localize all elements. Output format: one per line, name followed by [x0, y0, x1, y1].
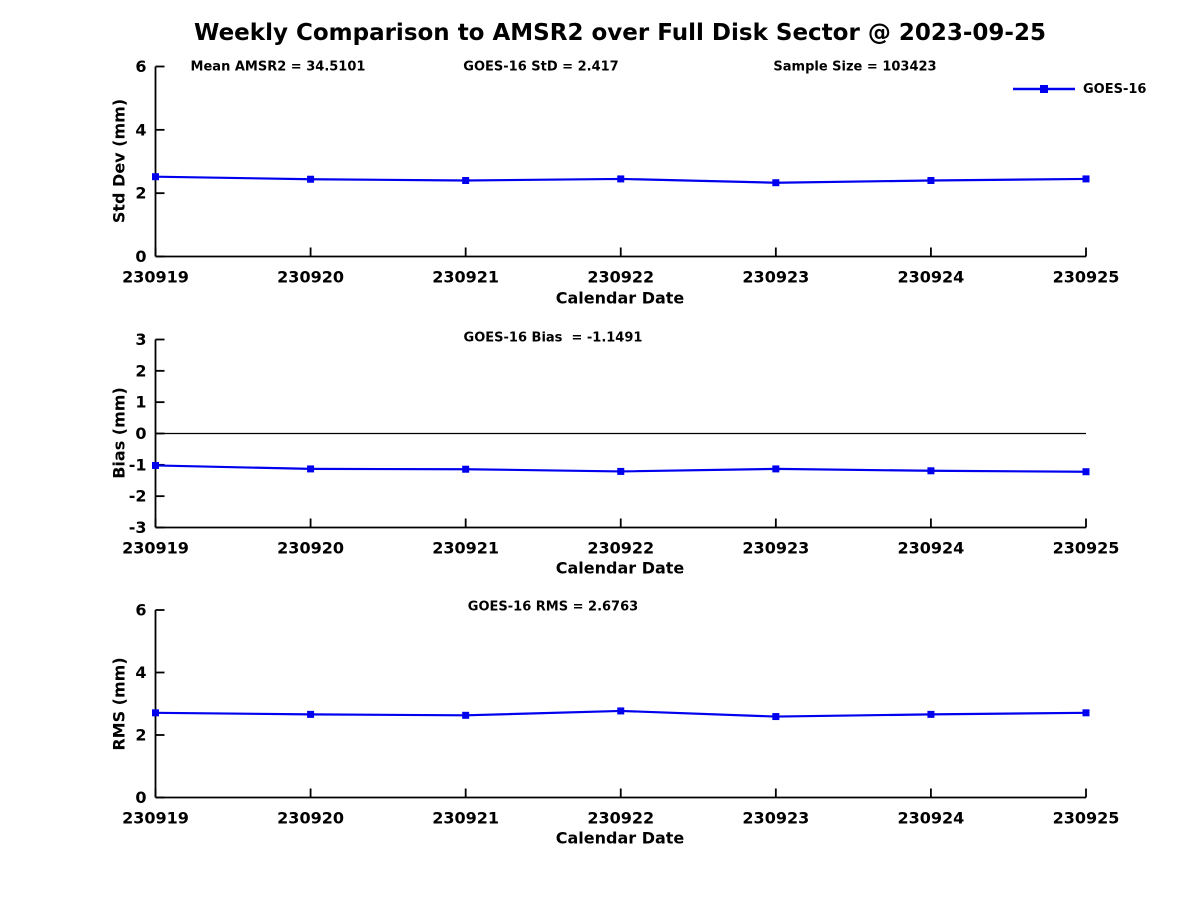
y-tick-label: 2 — [135, 184, 146, 203]
GOES-16-marker — [152, 709, 159, 717]
x-tick-label: 230923 — [742, 268, 809, 287]
x-tick-label: 230922 — [587, 539, 654, 558]
annotation-goes16-rms: GOES-16 RMS = 2.6763 — [467, 599, 639, 615]
y-tick-label: 0 — [135, 247, 146, 266]
y-tick-label: 6 — [135, 601, 146, 620]
GOES-16-marker — [1082, 175, 1090, 183]
GOES-16-marker — [927, 710, 935, 718]
x-tick-label: 230921 — [432, 268, 499, 287]
ylabel-rms: RMS (mm) — [109, 657, 129, 751]
GOES-16-marker — [307, 465, 315, 473]
x-tick-label: 230920 — [277, 268, 344, 287]
x-tick-label: 230923 — [742, 809, 809, 828]
GOES-16-marker — [1082, 468, 1090, 476]
x-tick-label: 230921 — [432, 539, 499, 558]
x-tick-label: 230923 — [742, 539, 809, 558]
bias-plot: -3 -2 -1 0 1 2 3 230919 230920 230921 230922 230923… — [122, 330, 1119, 558]
GOES-16-marker — [462, 711, 470, 719]
std-dev-plot: 0 2 4 6 230919 230920 230921 230922 230923 230924… — [122, 57, 1119, 287]
y-tick-label: 1 — [135, 393, 146, 412]
GOES-16-marker — [152, 461, 159, 469]
legend: GOES-16 — [1012, 80, 1146, 98]
x-tick-label: 230924 — [898, 268, 965, 287]
annotation-goes16-bias: GOES-16 Bias = -1.1491 — [463, 330, 643, 346]
xlabel-std-dev: Calendar Date — [555, 288, 685, 308]
GOES-16-marker — [617, 467, 625, 475]
x-tick-label: 230920 — [277, 539, 344, 558]
GOES-16-marker — [927, 467, 935, 475]
x-tick-label: 230919 — [122, 268, 189, 287]
GOES-16-marker — [1082, 709, 1090, 717]
x-tick-label: 230919 — [122, 809, 189, 828]
y-tick-label: 3 — [135, 330, 146, 349]
xlabel-rms: Calendar Date — [555, 828, 685, 848]
x-tick-label: 230925 — [1053, 809, 1120, 828]
GOES-16-marker — [152, 173, 159, 181]
figure-title: Weekly Comparison to AMSR2 over Full Dis… — [194, 20, 1046, 46]
annotation-mean-amsr2: Mean AMSR2 = 34.5101 — [190, 59, 366, 75]
y-tick-label: 4 — [135, 663, 146, 682]
y-tick-label: 2 — [135, 726, 146, 745]
annotation-sample-size: Sample Size = 103423 — [773, 59, 937, 75]
legend-line-marker-icon — [1013, 85, 1075, 93]
ylabel-std-dev: Std Dev (mm) — [109, 98, 129, 224]
GOES-16-marker — [772, 713, 780, 721]
GOES-16-marker — [772, 179, 780, 187]
x-tick-label: 230920 — [277, 809, 344, 828]
x-tick-label: 230919 — [122, 539, 189, 558]
x-tick-label: 230925 — [1053, 539, 1120, 558]
y-tick-label: 0 — [135, 788, 146, 807]
y-tick-label: 4 — [135, 120, 146, 139]
ylabel-bias: Bias (mm) — [109, 387, 129, 479]
GOES-16-marker — [462, 177, 470, 184]
y-tick-label: 0 — [135, 424, 146, 443]
GOES-16-marker — [307, 175, 315, 183]
GOES-16-marker — [617, 175, 625, 183]
x-tick-label: 230924 — [898, 539, 965, 558]
GOES-16-marker — [617, 707, 625, 715]
GOES-16-marker — [927, 177, 935, 184]
y-tick-label: -1 — [129, 455, 147, 474]
annotation-goes16-std: GOES-16 StD = 2.417 — [463, 59, 619, 75]
rms-plot: 0 2 4 6 230919 230920 230921 230922 230923 230924… — [122, 601, 1119, 828]
x-tick-label: 230922 — [587, 809, 654, 828]
x-tick-label: 230921 — [432, 809, 499, 828]
GOES-16-marker — [772, 465, 780, 473]
x-tick-label: 230922 — [587, 268, 654, 287]
x-tick-label: 230924 — [898, 809, 965, 828]
y-tick-label: -2 — [129, 487, 147, 506]
y-tick-label: -3 — [129, 518, 147, 537]
x-tick-label: 230925 — [1053, 268, 1120, 287]
legend-label: GOES-16 — [1083, 81, 1147, 97]
y-tick-label: 6 — [135, 57, 146, 76]
xlabel-bias: Calendar Date — [555, 558, 685, 578]
GOES-16-marker — [307, 710, 315, 718]
y-tick-label: 2 — [135, 361, 146, 380]
GOES-16-marker — [462, 465, 470, 473]
